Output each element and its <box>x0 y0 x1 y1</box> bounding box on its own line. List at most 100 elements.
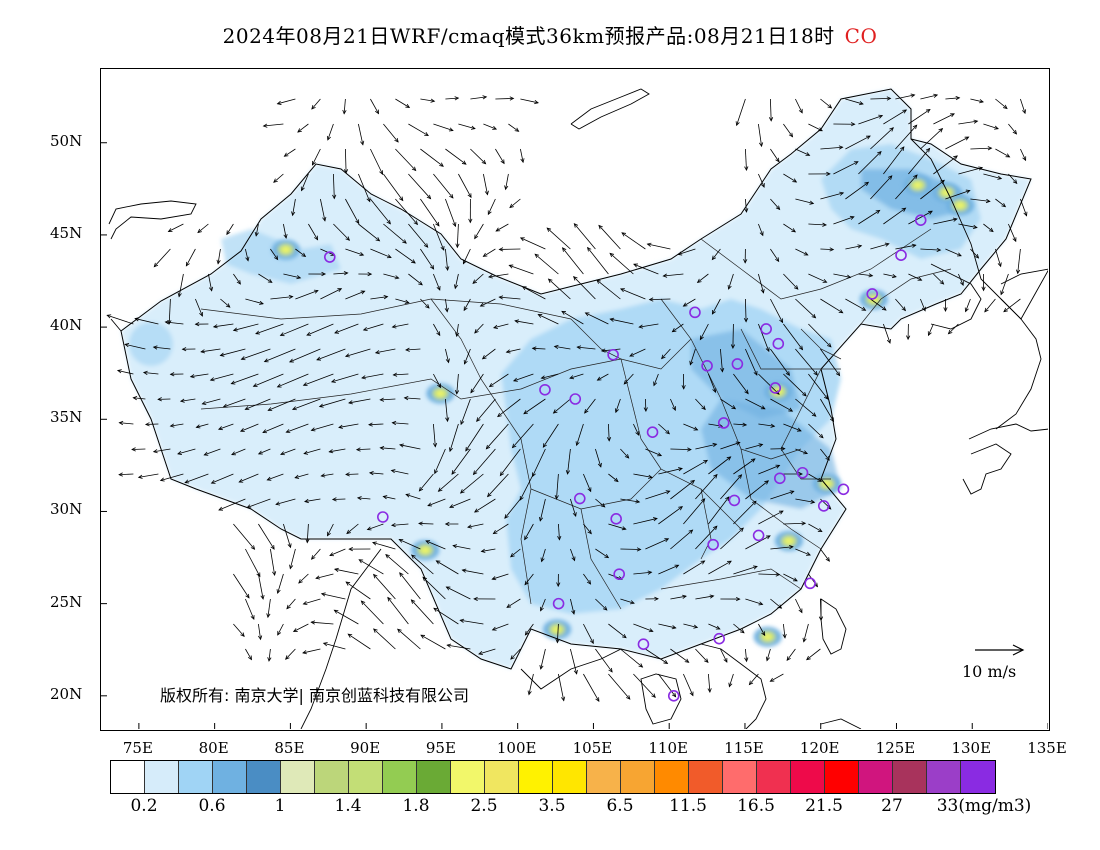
wind-arrow <box>420 98 436 103</box>
wind-arrow <box>539 598 546 612</box>
wind-arrow <box>209 373 234 382</box>
wind-arrow <box>744 148 749 172</box>
wind-arrow <box>399 443 421 450</box>
wind-arrow <box>181 347 196 352</box>
wind-arrow <box>583 673 600 703</box>
wind-arrow <box>410 554 434 575</box>
wind-arrow <box>689 348 696 366</box>
wind-arrow <box>257 448 271 455</box>
wind-arrow <box>696 273 709 284</box>
wind-arrow <box>345 472 359 477</box>
wind-arrow <box>552 398 571 414</box>
wind-arrow <box>708 623 721 630</box>
wind-arrow <box>276 98 296 105</box>
wind-arrow <box>695 594 715 600</box>
wind-arrow <box>395 148 417 172</box>
wind-arrow <box>808 171 831 176</box>
wind-arrow <box>382 495 396 500</box>
wind-arrow <box>370 198 391 225</box>
wind-arrow <box>645 538 670 550</box>
wind-arrow <box>682 298 696 307</box>
wind-arrow <box>361 373 384 380</box>
wind-arrow <box>488 273 509 279</box>
wind-arrow <box>348 398 371 405</box>
wind-arrow <box>512 373 534 382</box>
color-legend <box>110 760 996 794</box>
wind-arrow <box>474 323 484 334</box>
wind-arrow <box>395 98 411 108</box>
wind-arrow <box>308 223 319 241</box>
wind-arrow <box>920 247 942 253</box>
wind-arrow <box>783 323 804 351</box>
wind-arrow <box>403 396 421 401</box>
wind-arrow <box>152 448 171 454</box>
wind-arrow <box>459 473 484 494</box>
wind-arrow <box>945 136 970 150</box>
legend-swatch <box>655 761 689 793</box>
station-marker <box>760 323 772 335</box>
wind-arrow <box>498 247 521 252</box>
lon-label-85E: 85E <box>274 739 305 757</box>
lat-label-30N: 30N <box>50 500 83 519</box>
wind-arrow <box>302 598 321 606</box>
wind-arrow <box>995 148 1011 158</box>
wind-arrow <box>677 248 696 256</box>
wind-arrow <box>212 323 234 329</box>
lon-label-80E: 80E <box>198 739 229 757</box>
wind-arrow <box>463 348 471 365</box>
wind-arrow <box>245 298 264 305</box>
wind-arrow <box>527 673 534 696</box>
wind-arrow <box>733 373 749 395</box>
wind-arrow <box>390 522 409 528</box>
wind-arrow <box>310 548 321 560</box>
wind-arrow <box>895 93 916 100</box>
wind-arrow <box>433 607 459 625</box>
hotspot-core <box>436 390 445 397</box>
wind-arrow <box>408 173 432 200</box>
wind-arrow <box>745 598 764 606</box>
wind-arrow <box>818 598 824 622</box>
wind-arrow <box>338 423 359 429</box>
legend-swatch <box>723 761 757 793</box>
wind-arrow <box>783 423 802 432</box>
wind-arrow <box>304 498 321 504</box>
lat-label-20N: 20N <box>50 684 83 703</box>
wind-arrow <box>845 181 870 200</box>
wind-arrow <box>315 573 334 580</box>
wind-arrow <box>218 498 246 511</box>
wind-arrow <box>1008 123 1018 135</box>
wind-arrow <box>808 573 818 588</box>
wind-arrow <box>266 598 271 619</box>
legend-swatch <box>451 761 485 793</box>
wind-arrow <box>275 498 296 506</box>
wind-arrow <box>683 459 709 475</box>
wind-arrow <box>379 445 396 451</box>
wind-arrow <box>983 223 994 233</box>
wind-arrow <box>320 288 343 300</box>
wind-arrow <box>681 373 686 390</box>
wind-arrow <box>820 98 833 109</box>
wind-arrow <box>118 420 134 426</box>
wind-arrow <box>327 523 334 537</box>
legend-swatch <box>145 761 179 793</box>
wind-arrow <box>448 423 459 453</box>
wind-arrow <box>883 109 908 125</box>
wind-arrow <box>658 506 684 525</box>
wind-arrow <box>285 648 296 660</box>
wind-arrow <box>758 123 764 148</box>
wind-arrow <box>595 548 610 559</box>
station-marker <box>323 251 336 263</box>
lat-label-35N: 35N <box>50 408 83 427</box>
wind-arrow <box>277 623 284 636</box>
station-marker <box>610 513 622 525</box>
wind-arrow <box>720 596 741 602</box>
wind-arrow <box>370 148 383 176</box>
wind-arrow <box>720 648 728 663</box>
wind-arrow <box>244 398 271 411</box>
wind-arrow <box>606 423 612 442</box>
wind-arrow <box>920 298 926 312</box>
wind-arrow <box>169 372 184 377</box>
wind-arrow <box>358 173 371 203</box>
wind-arrow <box>845 135 871 150</box>
wind-arrow <box>239 423 259 432</box>
